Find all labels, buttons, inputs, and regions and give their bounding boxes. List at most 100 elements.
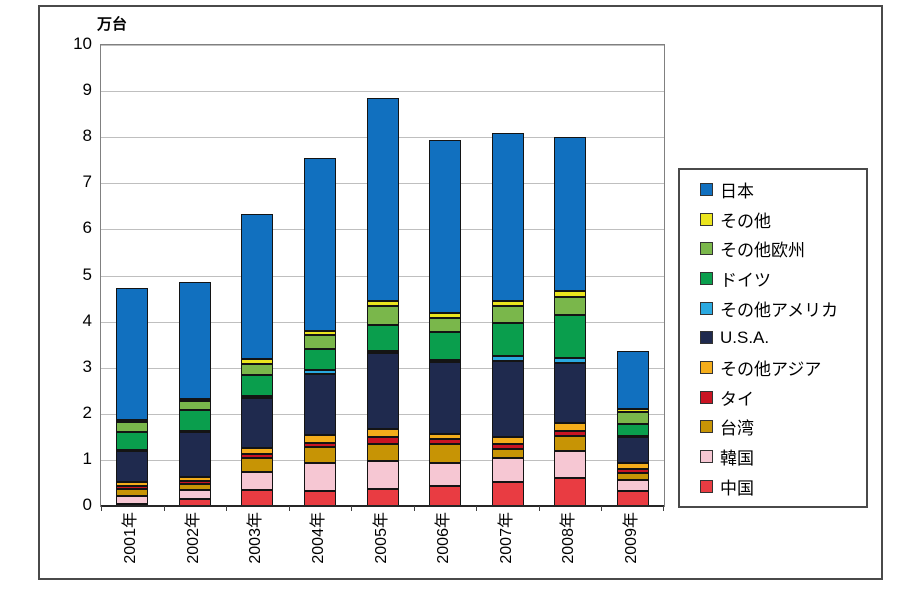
bar-segment-台湾 xyxy=(616,472,649,480)
legend-swatch-icon xyxy=(700,272,713,286)
bar-segment-韓国 xyxy=(429,463,462,487)
x-axis-tick xyxy=(539,506,540,511)
x-tick-label: 2001年 xyxy=(122,512,140,564)
bar-segment-韓国 xyxy=(366,460,399,489)
legend-item-その他アジア: その他アジア xyxy=(700,358,866,380)
bar-segment-タイ xyxy=(429,439,462,444)
bar-segment-その他アジア xyxy=(491,437,524,444)
bar-segment-その他 xyxy=(366,300,399,307)
bar-segment-その他 xyxy=(554,291,587,298)
bar-segment-その他アジア xyxy=(429,433,462,440)
bar-segment-タイ xyxy=(616,469,649,473)
bar-segment-タイ xyxy=(241,453,274,459)
bar-segment-中国 xyxy=(429,486,462,506)
x-tick-label: 2006年 xyxy=(435,512,453,564)
stacked-bar-2001年 xyxy=(116,45,149,506)
bar-segment-その他 xyxy=(178,398,211,401)
legend-label: 台湾 xyxy=(720,419,754,439)
legend-swatch-icon xyxy=(700,331,713,345)
legend-swatch-icon xyxy=(700,301,713,315)
legend-label: タイ xyxy=(720,389,754,409)
legend-swatch-icon xyxy=(700,361,713,375)
stacked-bar-2002年 xyxy=(178,45,211,506)
legend-swatch-icon xyxy=(700,390,713,404)
bar-segment-その他欧州 xyxy=(116,421,149,432)
legend-swatch-icon xyxy=(700,450,713,464)
bar-segment-韓国 xyxy=(554,451,587,478)
bar-segment-U.S.A. xyxy=(178,431,211,477)
bar-segment-韓国 xyxy=(303,463,336,491)
x-tick-label: 2007年 xyxy=(497,512,515,564)
legend-item-台湾: 台湾 xyxy=(700,417,866,439)
bar-segment-その他欧州 xyxy=(616,412,649,424)
x-axis-tick xyxy=(414,506,415,511)
legend-swatch-icon xyxy=(700,420,713,434)
bar-segment-その他アジア xyxy=(116,482,149,487)
bar-segment-その他アジア xyxy=(554,422,587,431)
bar-segment-中国 xyxy=(366,488,399,506)
plot-area xyxy=(100,44,665,511)
bar-segment-日本 xyxy=(491,132,524,301)
bar-segment-U.S.A. xyxy=(429,361,462,434)
legend-swatch-icon xyxy=(700,212,713,226)
bar-segment-その他 xyxy=(616,409,649,413)
bar-segment-U.S.A. xyxy=(554,362,587,423)
bar-segment-その他アジア xyxy=(241,447,274,454)
legend-item-韓国: 韓国 xyxy=(700,447,866,469)
bar-segment-タイ xyxy=(303,442,336,447)
stacked-bar-2003年 xyxy=(241,45,274,506)
bar-segment-その他アジア xyxy=(616,463,649,470)
bar-segment-タイ xyxy=(554,430,587,436)
legend-item-中国: 中国 xyxy=(700,476,866,498)
legend-swatch-icon xyxy=(700,183,713,197)
bar-segment-日本 xyxy=(366,98,399,301)
bar-segment-U.S.A. xyxy=(303,373,336,436)
y-tick-label: 1 xyxy=(82,448,92,468)
bar-segment-その他欧州 xyxy=(554,297,587,315)
bar-segment-その他欧州 xyxy=(366,306,399,325)
x-axis-tick xyxy=(101,506,102,511)
legend-swatch-icon xyxy=(700,479,713,493)
x-tick-label: 2008年 xyxy=(560,512,578,564)
bar-segment-ドイツ xyxy=(554,314,587,358)
bar-segment-韓国 xyxy=(178,489,211,500)
bar-segment-U.S.A. xyxy=(116,451,149,483)
y-tick-label: 8 xyxy=(82,126,92,146)
x-axis-tick xyxy=(226,506,227,511)
bar-segment-台湾 xyxy=(491,448,524,459)
legend-label: その他アジア xyxy=(720,360,822,380)
x-axis-tick xyxy=(663,506,664,511)
bar-segment-韓国 xyxy=(616,479,649,491)
bar-segment-その他 xyxy=(116,419,149,422)
bar-segment-日本 xyxy=(554,137,587,292)
bar-segment-ドイツ xyxy=(616,423,649,436)
legend-label: 韓国 xyxy=(720,449,754,469)
legend-label: U.S.A. xyxy=(720,327,770,347)
bar-segment-U.S.A. xyxy=(366,352,399,430)
bar-segment-その他アジア xyxy=(303,435,336,443)
bar-segment-タイ xyxy=(491,443,524,449)
bar-segment-その他欧州 xyxy=(303,334,336,349)
bar-segment-その他 xyxy=(241,359,274,365)
y-tick-label: 10 xyxy=(73,34,92,53)
y-tick-label: 9 xyxy=(82,80,92,100)
bar-segment-その他アジア xyxy=(366,429,399,437)
x-axis-tick xyxy=(476,506,477,511)
bar-segment-韓国 xyxy=(241,471,274,490)
bar-segment-その他 xyxy=(491,300,524,307)
bar-segment-ドイツ xyxy=(366,324,399,352)
bar-segment-タイ xyxy=(178,481,211,484)
legend-item-その他アメリカ: その他アメリカ xyxy=(700,298,866,320)
bar-segment-U.S.A. xyxy=(241,397,274,448)
bar-segment-U.S.A. xyxy=(491,361,524,438)
bar-segment-台湾 xyxy=(178,483,211,490)
bar-segment-その他欧州 xyxy=(178,400,211,411)
legend-label: その他アメリカ xyxy=(720,300,839,320)
bar-segment-その他アジア xyxy=(178,476,211,482)
y-tick-label: 4 xyxy=(82,310,92,330)
legend-item-ドイツ: ドイツ xyxy=(700,269,866,290)
stacked-bar-2009年 xyxy=(616,45,649,506)
x-axis-tick xyxy=(351,506,352,511)
x-tick-label: 2009年 xyxy=(622,512,640,564)
